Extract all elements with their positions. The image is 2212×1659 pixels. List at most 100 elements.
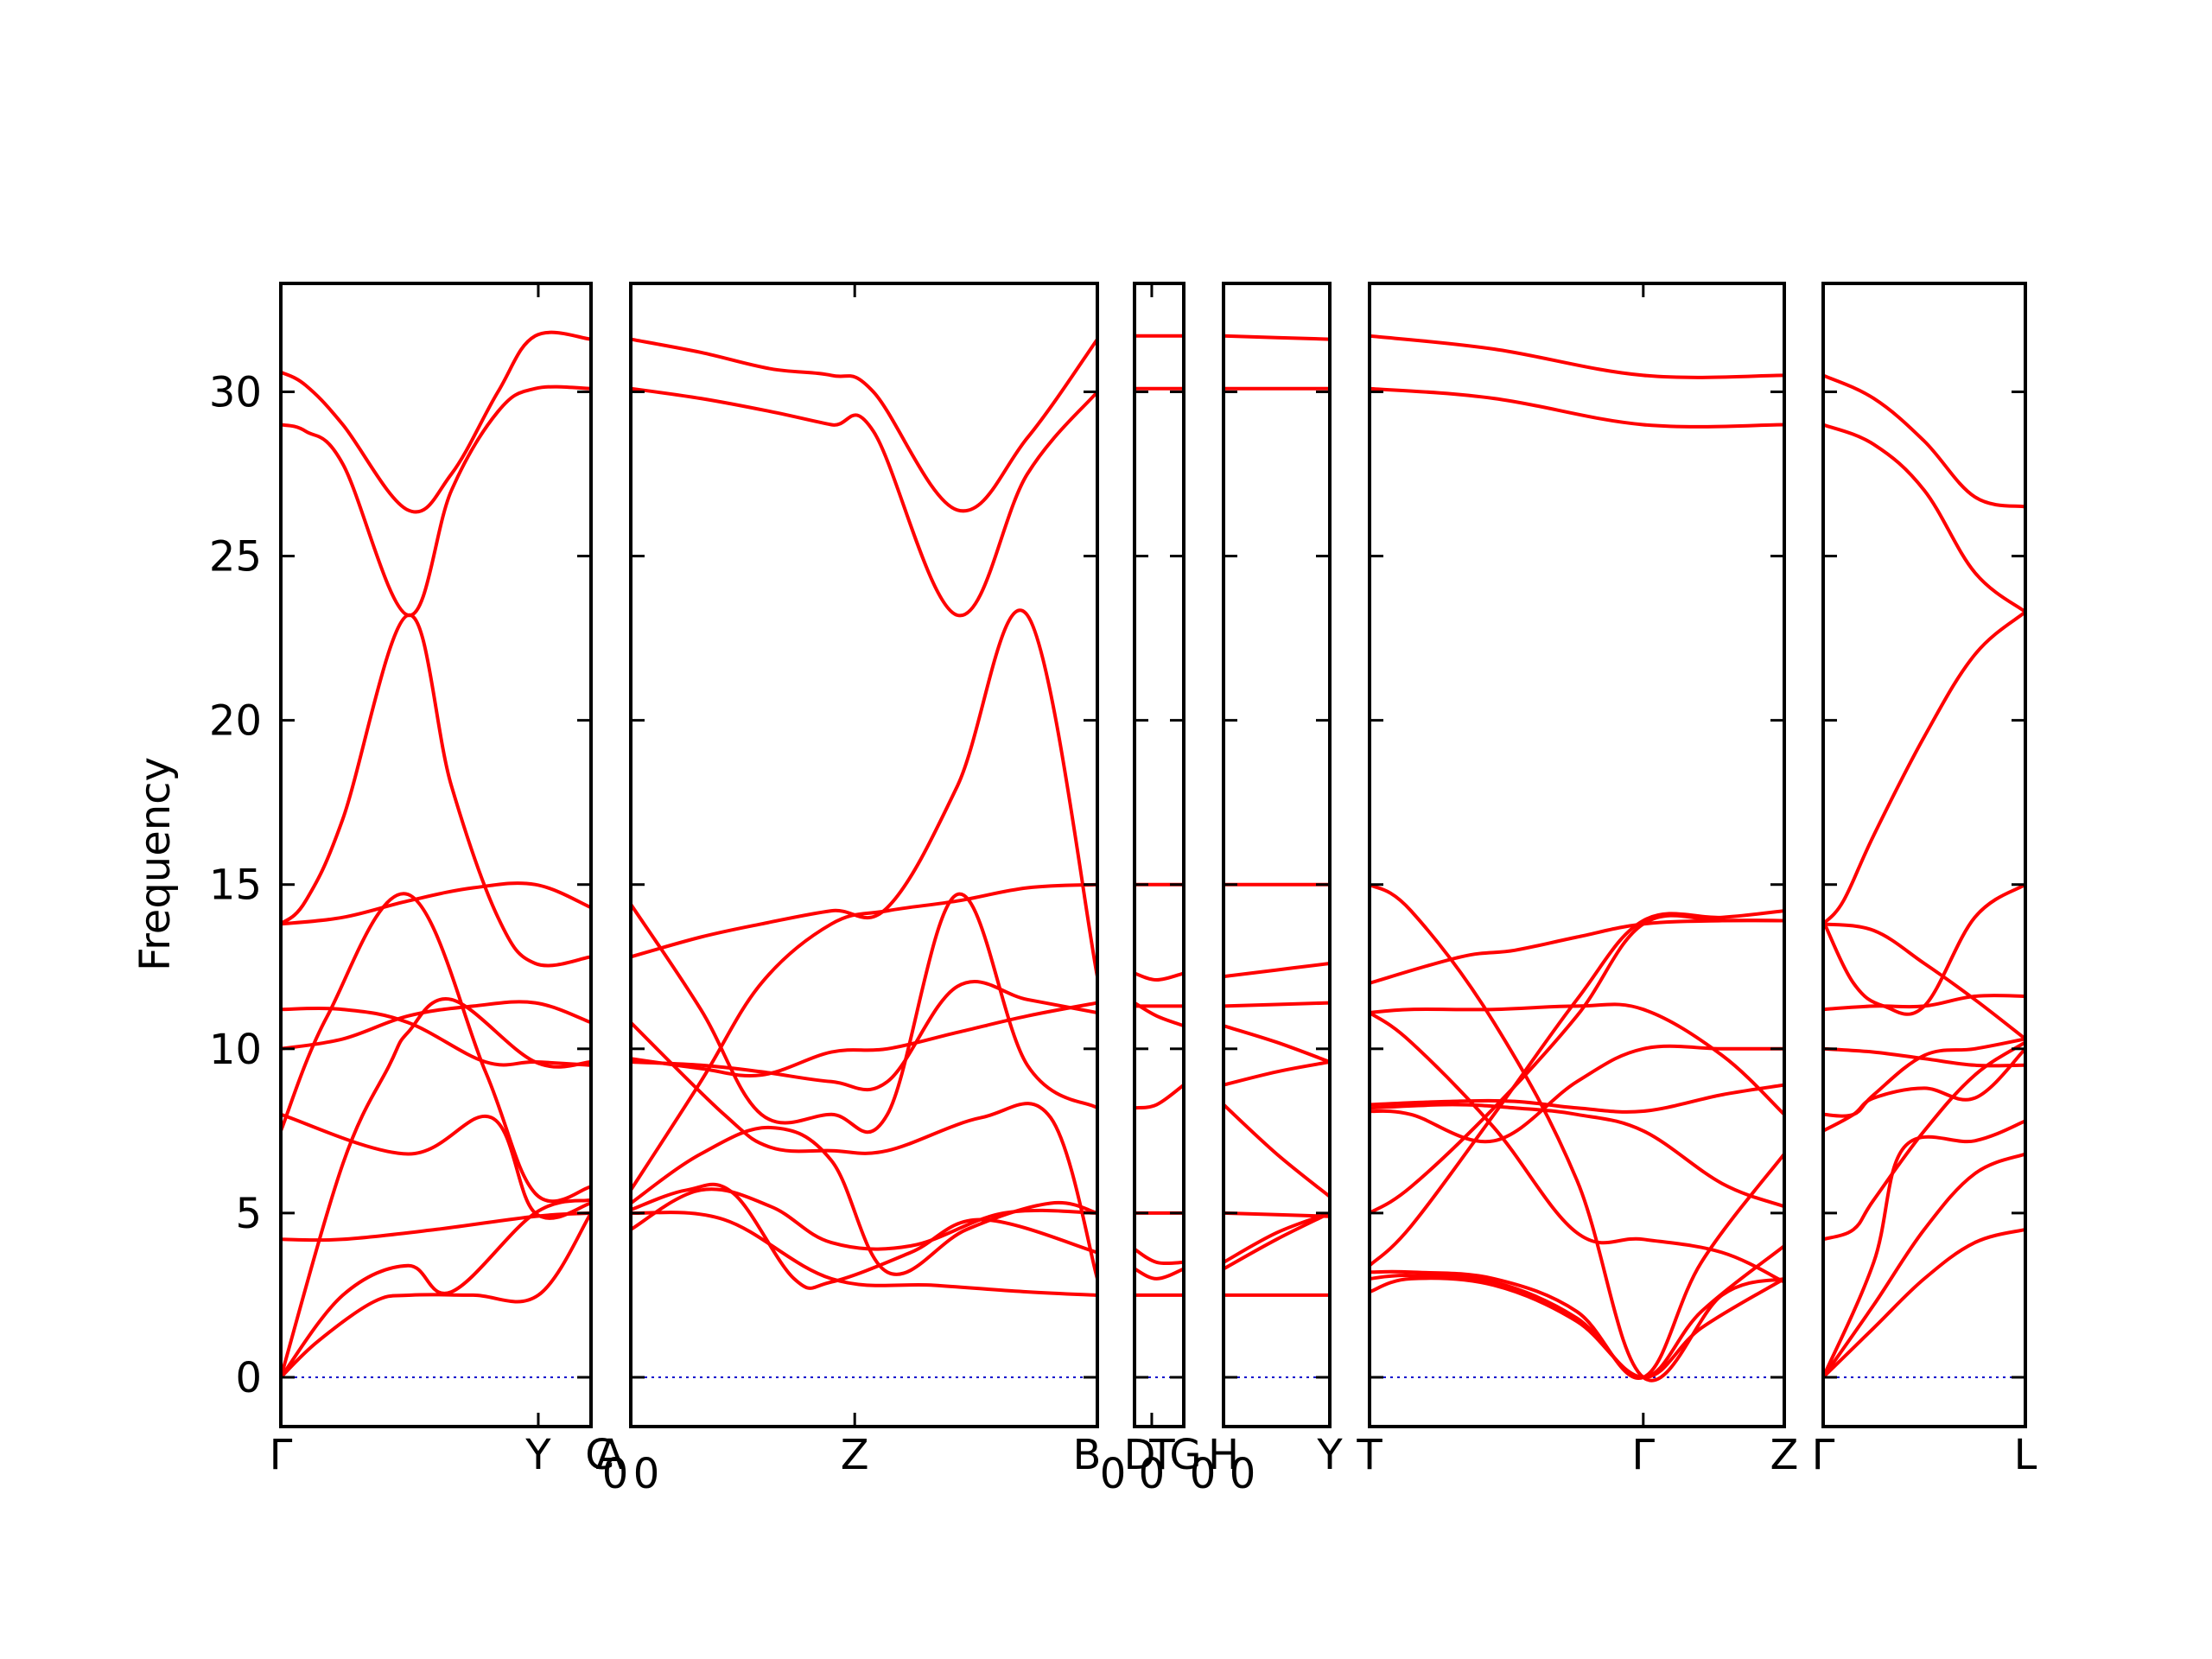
- panel-frame: [1821, 282, 2027, 1428]
- band-line: [1370, 882, 1784, 1382]
- band-line: [1823, 1152, 2025, 1379]
- panel-frame: [1222, 282, 1332, 1428]
- band-line: [1224, 1211, 1330, 1218]
- band-line: [1823, 1040, 2025, 1242]
- x-tick-label: H: [1208, 1431, 1239, 1479]
- x-tick-label: L: [2014, 1431, 2037, 1479]
- band-line: [1370, 1103, 1784, 1209]
- x-tick-label: T: [1356, 1431, 1382, 1479]
- band-group: [1224, 334, 1330, 1297]
- band-line: [1823, 1046, 2025, 1068]
- band-line: [1135, 1267, 1184, 1281]
- x-tick-label: D: [1124, 1431, 1156, 1479]
- x-tick-label: 0: [633, 1450, 660, 1498]
- y-tick-label: 0: [235, 1354, 262, 1402]
- band-line: [281, 1000, 591, 1051]
- x-tick-label: Γ: [1812, 1431, 1835, 1479]
- y-tick-label: 20: [209, 697, 262, 746]
- band-line: [1224, 962, 1330, 979]
- x-tick-label: Γ: [270, 1431, 293, 1479]
- band-line: [281, 330, 591, 514]
- band-line: [1370, 1044, 1784, 1144]
- x-tick-label: A: [596, 1431, 625, 1479]
- band-group: [1370, 334, 1784, 1382]
- y-tick-label: 10: [209, 1026, 262, 1074]
- band-line: [1370, 1011, 1784, 1284]
- band-line: [1823, 423, 2025, 614]
- band-line: [1135, 971, 1184, 982]
- x-tick-label: T: [1148, 1431, 1175, 1479]
- x-tick-label: C: [585, 1431, 614, 1479]
- band-line: [281, 1006, 591, 1067]
- x-tick-label: Y: [1316, 1431, 1343, 1479]
- band-line: [281, 1211, 591, 1243]
- band-line: [631, 1125, 1097, 1276]
- x-tick-label: 0: [1190, 1450, 1217, 1498]
- y-tick-label: 25: [209, 533, 262, 582]
- x-tick-label: 0: [1100, 1450, 1127, 1498]
- band-line: [1224, 1060, 1330, 1087]
- band-line: [1370, 334, 1784, 379]
- band-line: [1135, 1083, 1184, 1110]
- band-line: [631, 608, 1097, 979]
- x-tick-label: G: [1169, 1431, 1201, 1479]
- x-tick-label: Z: [841, 1431, 869, 1479]
- band-line: [1370, 1002, 1784, 1116]
- y-tick-label: 30: [209, 368, 262, 416]
- panel-3: DT0 G0: [1124, 282, 1217, 1498]
- panel-1: Γ Y C0: [270, 282, 629, 1498]
- band-group: [1135, 334, 1184, 1297]
- band-group: [1823, 373, 2025, 1379]
- band-line: [1370, 1243, 1784, 1380]
- x-tick-label: 0: [602, 1450, 629, 1498]
- band-line: [1370, 918, 1784, 985]
- band-line: [1370, 1083, 1784, 1114]
- panel-frame: [279, 282, 593, 1428]
- band-line: [631, 1187, 1097, 1251]
- band-line: [631, 1001, 1097, 1078]
- band-line: [281, 997, 591, 1379]
- band-line: [631, 980, 1097, 1092]
- band-line: [281, 892, 591, 1204]
- band-line: [631, 1182, 1097, 1290]
- x-tick-label: Z: [1770, 1431, 1799, 1479]
- band-line: [1224, 334, 1330, 341]
- band-line: [281, 1211, 591, 1379]
- band-line: [1823, 610, 2025, 926]
- panel-frame: [1133, 282, 1185, 1428]
- band-line: [1823, 922, 2025, 1041]
- band-group: [281, 330, 591, 1379]
- y-axis-label: Frequency: [131, 757, 180, 971]
- band-line: [1370, 1152, 1784, 1381]
- x-tick-label: 0: [1230, 1450, 1256, 1498]
- band-line: [631, 1211, 1097, 1297]
- band-line: [1224, 1211, 1330, 1271]
- x-tick-label: Γ: [1631, 1431, 1655, 1479]
- x-tick-label: Y: [524, 1431, 551, 1479]
- panel-frame: [629, 282, 1099, 1428]
- band-line: [1135, 1247, 1184, 1266]
- band-line: [281, 1112, 591, 1220]
- band-line: [1370, 386, 1784, 429]
- band-line: [1224, 1024, 1330, 1064]
- y-tick-labels: 0 5 10 15 20 25 30: [209, 368, 262, 1402]
- band-line: [631, 337, 1097, 513]
- panel-frame: [1368, 282, 1786, 1428]
- band-line: [1823, 1119, 2025, 1379]
- panel-2: A 0 Z B0: [596, 282, 1127, 1498]
- band-line: [1224, 1001, 1330, 1008]
- y-tick-label: 15: [209, 861, 262, 910]
- band-line: [631, 882, 1097, 1192]
- band-line: [1224, 1103, 1330, 1198]
- band-group: [631, 337, 1097, 1297]
- band-line: [281, 881, 591, 926]
- band-line: [1823, 373, 2025, 509]
- band-line: [281, 385, 591, 618]
- band-line: [1370, 1276, 1784, 1380]
- band-line: [631, 1020, 1097, 1281]
- y-tick-label: 5: [235, 1190, 262, 1238]
